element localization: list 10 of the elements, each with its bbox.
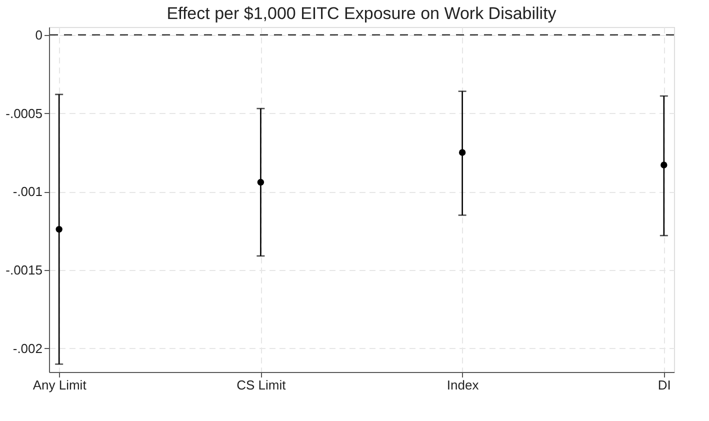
y-tick-label: -.001 bbox=[12, 184, 42, 200]
chart-title: Effect per $1,000 EITC Exposure on Work Disability bbox=[166, 4, 557, 23]
x-tick-label: CS Limit bbox=[236, 378, 286, 392]
y-tick-label: -.0015 bbox=[6, 262, 42, 278]
y-tick-label: 0 bbox=[35, 27, 42, 42]
y-tick-label: -.0005 bbox=[6, 106, 42, 121]
x-tick-label: Index bbox=[446, 378, 480, 392]
x-tick-label: Any Limit bbox=[32, 378, 87, 392]
x-tick-label: DI bbox=[658, 378, 671, 392]
y-tick-label: -.002 bbox=[12, 340, 42, 356]
